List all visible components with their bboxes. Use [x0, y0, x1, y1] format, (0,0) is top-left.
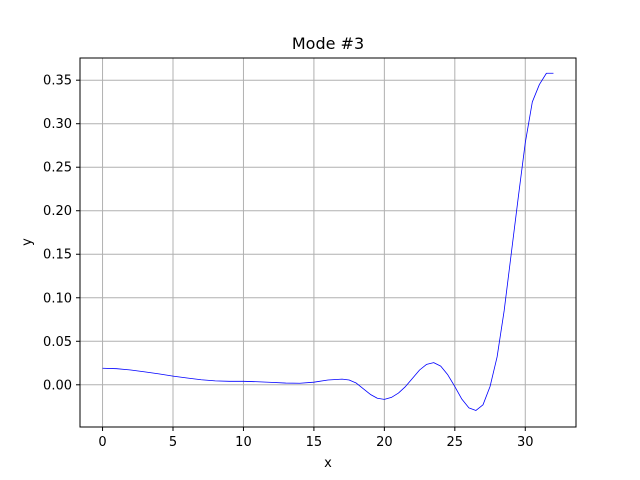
- chart-title: Mode #3: [292, 34, 364, 53]
- x-tick-label: 20: [376, 435, 393, 450]
- y-tick-label: 0.00: [43, 378, 72, 393]
- y-axis: 0.00 0.05 0.10 0.15 0.20 0.25 0.30 0.35: [43, 74, 80, 393]
- x-tick-label: 5: [169, 435, 177, 450]
- series-line: [102, 72, 554, 411]
- y-tick-label: 0.20: [43, 204, 72, 219]
- x-tick-label: 15: [306, 435, 323, 450]
- y-tick-label: 0.30: [43, 117, 72, 132]
- plot-frame: [79, 57, 577, 428]
- series-group: [102, 72, 554, 411]
- x-tick-label: 25: [447, 435, 464, 450]
- y-tick-label: 0.35: [43, 74, 72, 89]
- y-axis-label: y: [20, 238, 35, 246]
- x-tick-label: 0: [98, 435, 106, 450]
- y-tick-label: 0.05: [43, 335, 72, 350]
- grid-lines: [80, 58, 576, 427]
- x-tick-label: 10: [235, 435, 252, 450]
- y-tick-label: 0.10: [43, 291, 72, 306]
- x-axis: 0 5 10 15 20 25 30: [98, 427, 534, 450]
- x-axis-label: x: [324, 456, 332, 471]
- y-tick-label: 0.25: [43, 161, 72, 176]
- x-tick-label: 30: [517, 435, 534, 450]
- y-tick-label: 0.15: [43, 248, 72, 263]
